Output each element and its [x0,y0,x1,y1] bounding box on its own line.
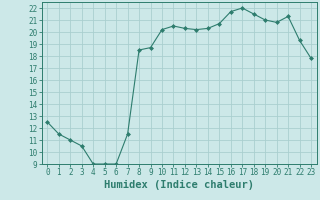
X-axis label: Humidex (Indice chaleur): Humidex (Indice chaleur) [104,180,254,190]
